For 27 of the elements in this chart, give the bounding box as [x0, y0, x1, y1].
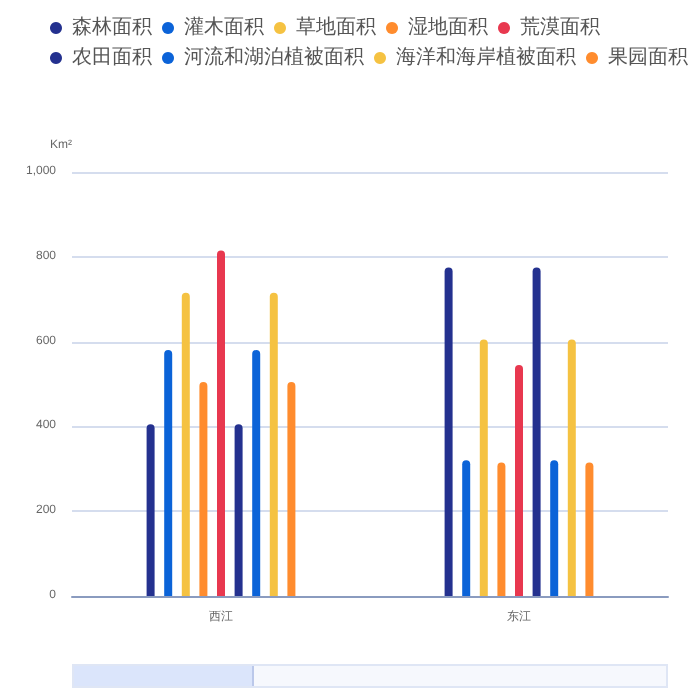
legend-label: 草地面积 — [296, 15, 376, 39]
bar — [532, 267, 541, 596]
bar — [146, 424, 155, 596]
bar — [515, 364, 523, 596]
bar — [585, 462, 594, 596]
bar — [567, 339, 576, 596]
bar — [164, 350, 173, 596]
bar — [497, 462, 506, 596]
legend-label: 果园面积 — [608, 47, 688, 69]
legend-label: 农田面积 — [72, 47, 152, 69]
bar — [269, 292, 278, 596]
bar — [444, 267, 453, 596]
legend-label: 海洋和海岸植被面积 — [396, 45, 576, 69]
bar — [199, 381, 208, 596]
bar — [252, 350, 261, 596]
bar — [462, 460, 471, 596]
bar — [287, 381, 296, 596]
legend-label: 森林面积 — [72, 15, 152, 39]
legend-label: 湿地面积 — [408, 15, 488, 39]
legend-label: 灌木面积 — [184, 15, 264, 39]
bar — [550, 460, 559, 596]
bar — [234, 424, 243, 596]
bar — [479, 339, 488, 596]
bar — [217, 250, 225, 596]
legend-label: 荒漠面积 — [520, 15, 600, 39]
bar — [181, 292, 190, 596]
legend-label: 河流和湖泊植被面积 — [184, 45, 364, 69]
